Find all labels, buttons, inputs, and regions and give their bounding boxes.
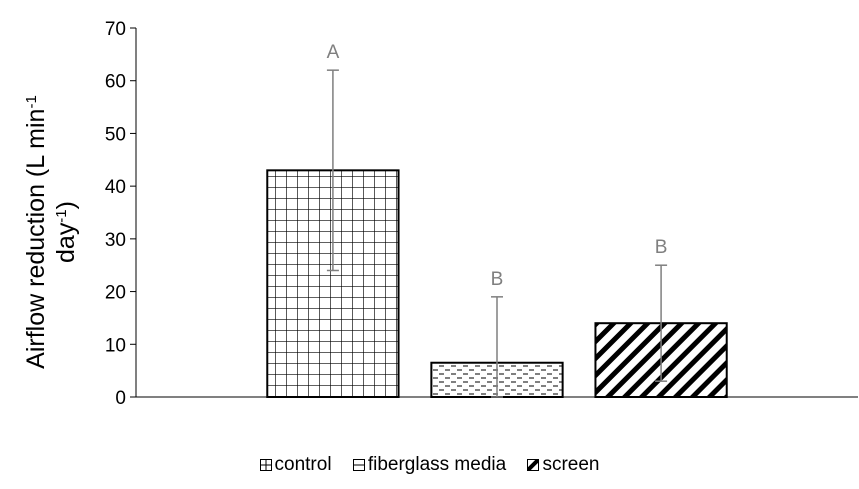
y-tick-label: 30 [105,230,126,251]
dashed-pattern-swatch-icon [352,459,365,471]
significance-letter: B [655,237,668,258]
significance-letter: A [327,42,340,63]
diagonal-pattern-swatch-icon [527,459,540,471]
y-tick-label: 0 [115,388,126,409]
y-tick-label: 10 [105,335,126,356]
y-tick-label: 50 [105,124,126,145]
y-tick-label: 70 [105,19,126,40]
significance-letters: A B B [327,42,668,290]
y-tick-label: 40 [105,177,126,198]
y-axis: 0 10 20 30 40 50 60 70 [105,19,858,409]
y-tick-label: 60 [105,72,126,93]
y-tick-label: 20 [105,283,126,304]
legend-item-control: control [259,454,332,476]
legend-label: fiberglass media [367,454,507,475]
grid-pattern-swatch-icon [259,459,272,471]
legend-label: screen [542,454,600,475]
error-bars [326,69,668,398]
y-axis-label: Airflow reduction (L min-1 [22,95,50,369]
legend-label: control [274,454,332,475]
legend-item-fiberglass-media: fiberglass media [352,454,507,476]
legend: control fiberglass media screen [0,454,859,477]
legend-item-screen: screen [527,454,599,476]
y-axis-label-line2: day-1) [52,201,80,263]
significance-letter: B [491,269,504,290]
chart: 0 10 20 30 40 50 60 70 A B B Airflow reduction (L… [22,19,858,409]
